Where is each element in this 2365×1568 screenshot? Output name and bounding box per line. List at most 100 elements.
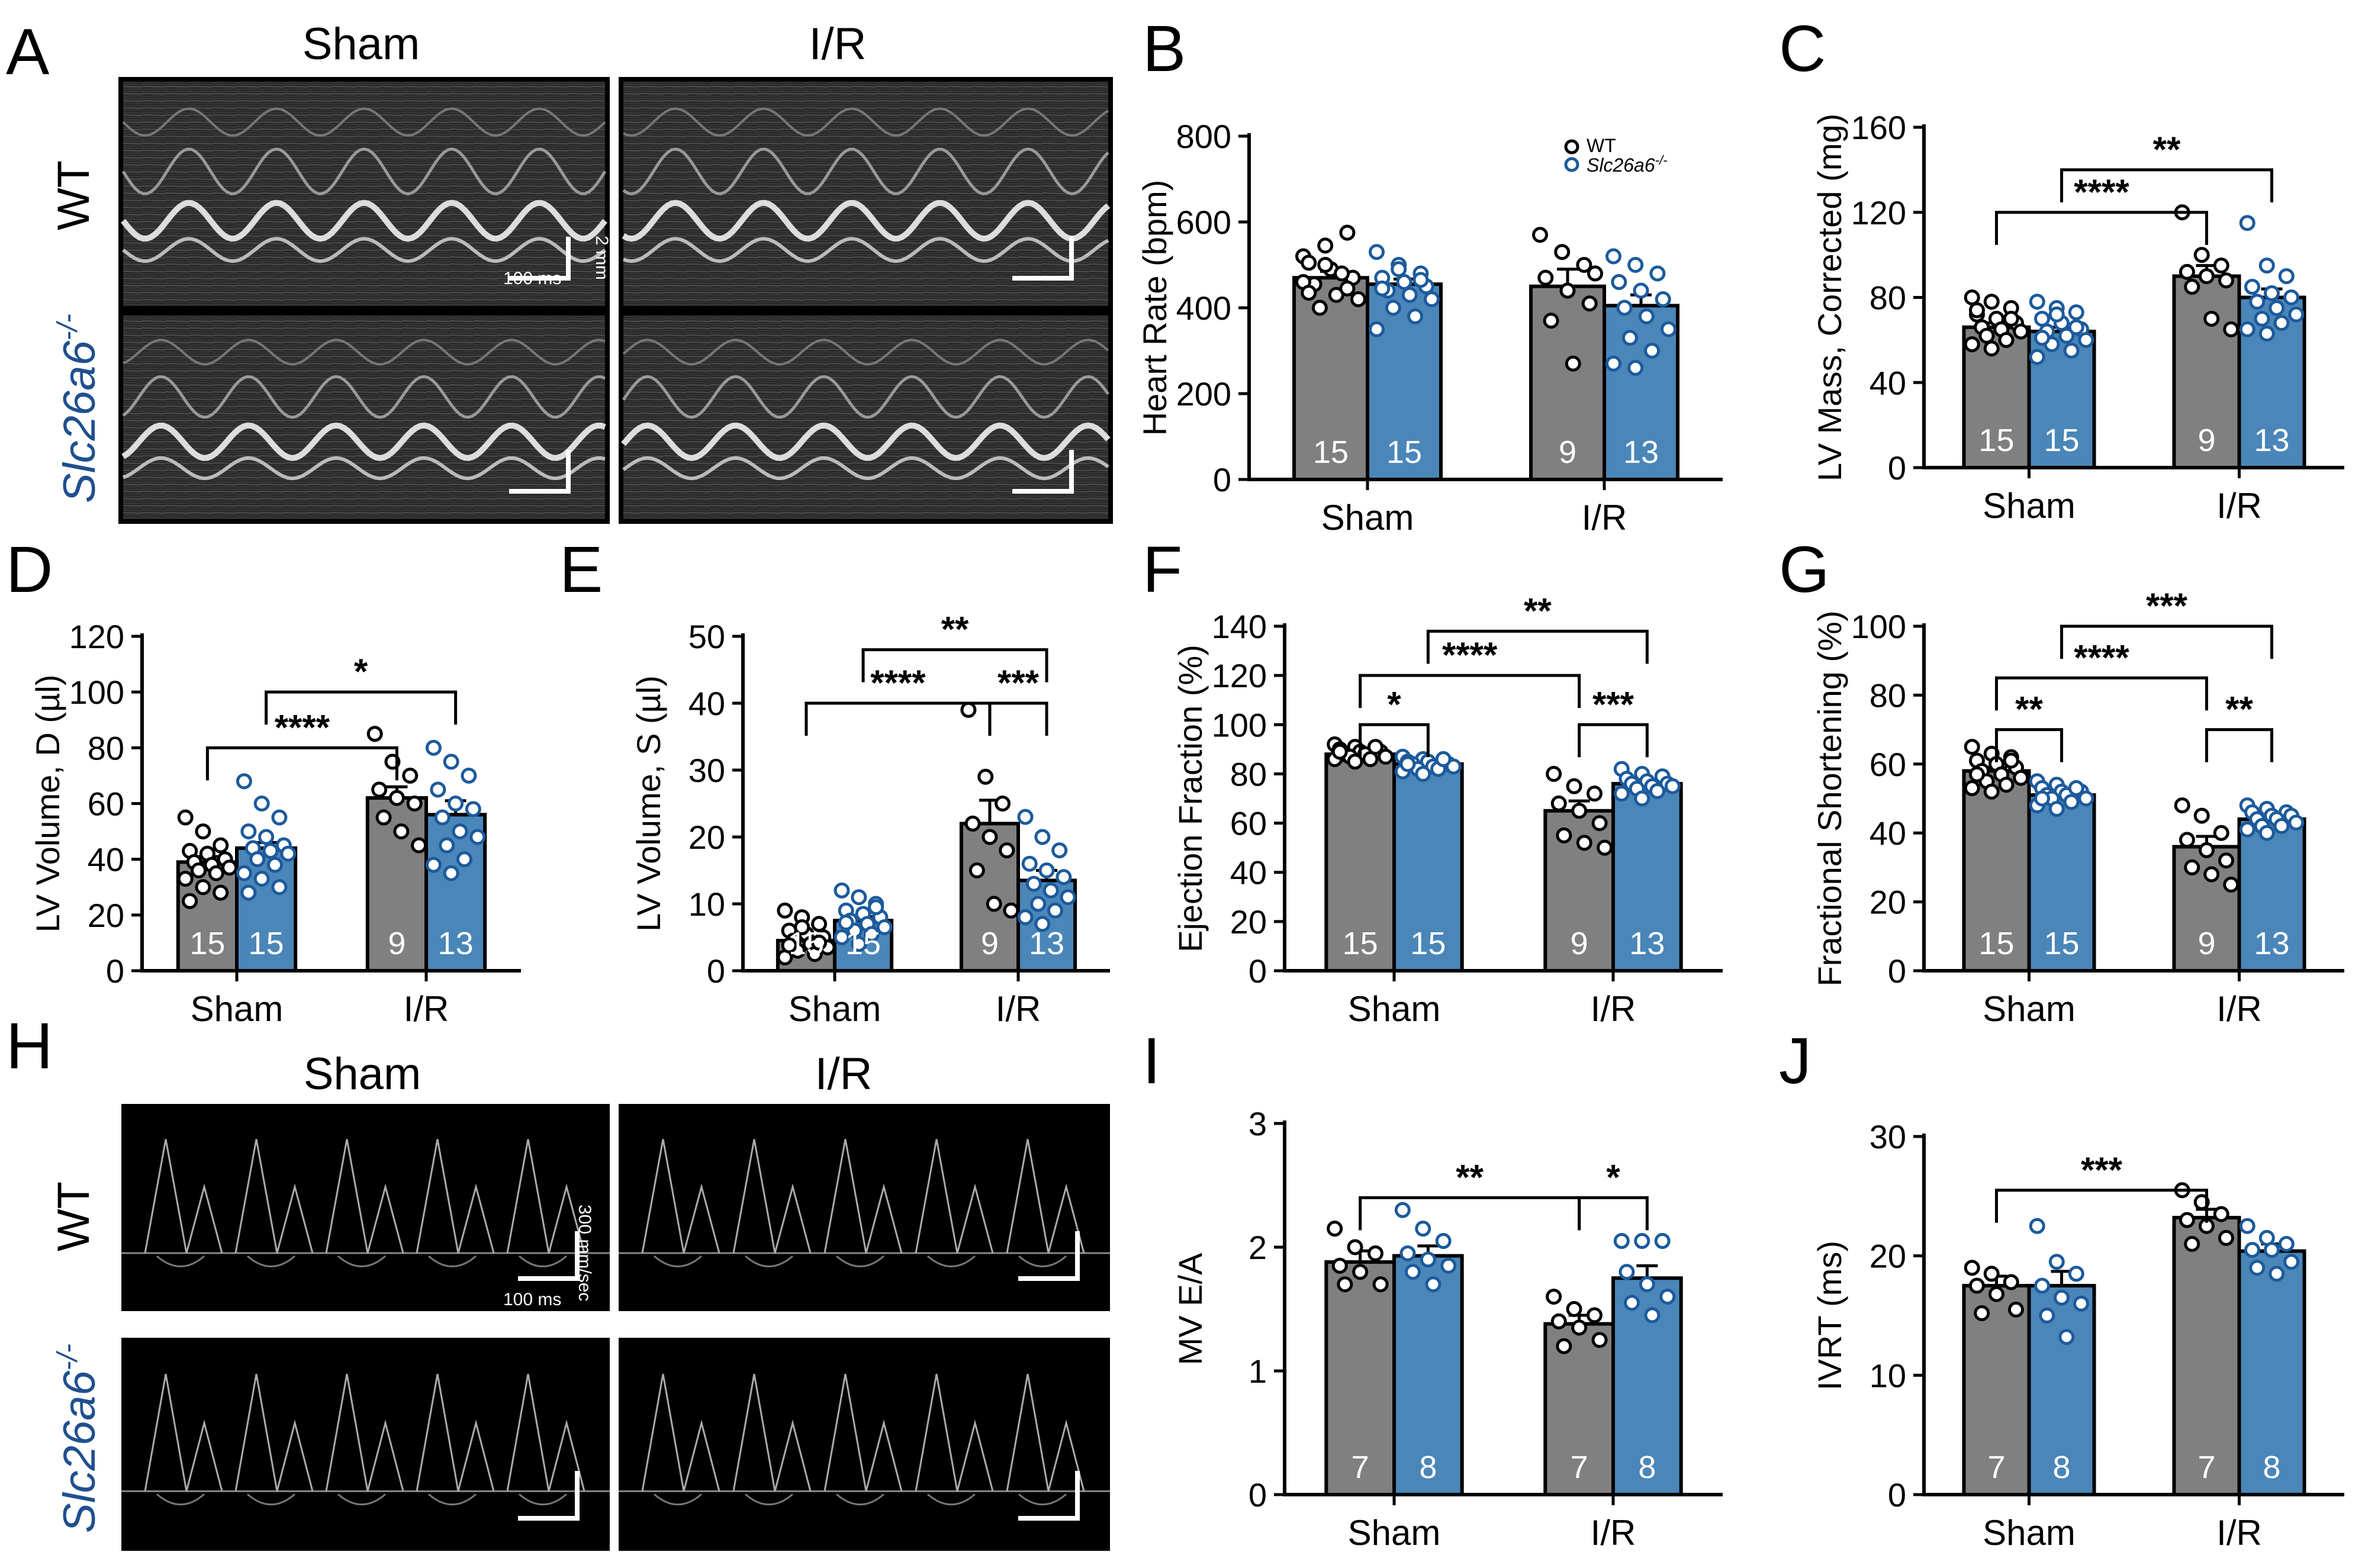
doppler-scale-vertical-label: 300 mm/sec	[575, 1205, 594, 1301]
significance-bracket	[1994, 728, 2064, 762]
data-point	[271, 879, 288, 896]
data-point	[1983, 783, 2000, 800]
data-point	[443, 754, 459, 770]
data-point	[2193, 247, 2210, 263]
significance-label: **	[2015, 690, 2043, 729]
data-point	[2013, 769, 2029, 786]
bar-ko-sham	[1392, 1254, 1464, 1496]
doppler-image-panel-h: H Sham I/R WT Slc26a6-/- 300 mm/sec 100 …	[6, 1010, 1110, 1551]
data-point	[834, 882, 850, 899]
x-tick-label: Sham	[1348, 989, 1441, 1029]
doppler-wave-neg	[337, 1255, 386, 1267]
y-tick-label: 200	[1176, 375, 1231, 413]
echo-trace	[623, 107, 1109, 137]
data-point	[1435, 1233, 1452, 1250]
y-tick-label: 140	[1212, 608, 1267, 645]
data-point	[1367, 1245, 1383, 1261]
data-point	[2239, 1218, 2255, 1234]
significance-label: ***	[998, 663, 1040, 703]
echo-image	[623, 82, 1108, 306]
echo-scale-vertical-label: 2 mm	[592, 236, 612, 280]
data-point	[213, 884, 229, 901]
sample-size-label: 15	[1386, 434, 1422, 470]
data-point	[1327, 1221, 1343, 1237]
y-tick-label: 0	[1888, 1476, 1906, 1514]
data-point	[1619, 1264, 1635, 1280]
data-point	[1337, 1276, 1353, 1293]
doppler-wave-neg	[428, 1493, 477, 1506]
y-tick-label: 20	[1870, 1238, 1906, 1275]
data-point	[1587, 265, 1603, 282]
data-point	[1566, 1301, 1582, 1317]
scale-bar	[1018, 1471, 1080, 1521]
data-point	[208, 865, 224, 881]
data-point	[1550, 795, 1567, 812]
data-point	[1347, 754, 1363, 770]
data-point	[2283, 1254, 2300, 1270]
doppler-images	[121, 1104, 1110, 1551]
data-point	[1571, 1319, 1588, 1336]
doppler-column-ir: I/R	[815, 1049, 872, 1099]
echo-image	[123, 82, 605, 306]
data-point	[2184, 859, 2200, 875]
data-point	[851, 889, 867, 906]
data-point	[1546, 1289, 1562, 1305]
doppler-column-sham: Sham	[304, 1049, 421, 1099]
x-tick-label: I/R	[996, 989, 1041, 1029]
data-point	[1537, 269, 1554, 286]
y-tick-label: 120	[69, 618, 124, 655]
data-point	[1003, 902, 1019, 919]
data-point	[1374, 280, 1391, 297]
scale-bar	[509, 450, 571, 494]
doppler-wave-neg	[836, 1493, 884, 1506]
data-point	[851, 936, 867, 952]
data-point	[1405, 1264, 1421, 1280]
chart-e: E 15 9 15 13 0 10 20 30 40 50 Sham I/R LV Volume, S (…	[559, 533, 1110, 1029]
echo-trace	[622, 147, 1109, 196]
data-point	[1331, 1257, 1348, 1274]
data-point	[863, 926, 880, 942]
echo-image	[123, 315, 605, 519]
sample-size-label: 15	[249, 926, 284, 961]
y-tick-label: 0	[1249, 952, 1267, 990]
data-point	[1034, 829, 1051, 845]
y-tick-label: 0	[1213, 461, 1231, 498]
data-point	[1372, 1276, 1389, 1293]
y-tick-label: 100	[69, 674, 124, 711]
echo-trace	[622, 339, 1109, 366]
significance-label: **	[2153, 130, 2181, 169]
y-tick-label: 600	[1176, 204, 1231, 241]
doppler-wave-neg	[519, 1255, 567, 1267]
y-tick-label: 60	[1230, 805, 1267, 842]
data-point	[1613, 1233, 1630, 1250]
y-tick-label: 60	[88, 785, 124, 823]
data-point	[2068, 304, 2084, 321]
panel-letter-d: D	[6, 533, 53, 606]
doppler-wave-neg	[247, 1255, 295, 1267]
significance-bracket	[1994, 1189, 2208, 1223]
data-point	[1998, 777, 2015, 793]
significance-bracket	[2060, 624, 2274, 659]
data-point	[2223, 321, 2239, 337]
y-axis-label: LV Mass, Corrected (mg)	[1811, 114, 1848, 481]
data-point	[1616, 300, 1633, 316]
data-point	[2258, 825, 2275, 841]
sample-size-label: 9	[1571, 926, 1588, 961]
data-point	[1964, 1260, 1980, 1276]
significance-label: ****	[1442, 635, 1498, 675]
significance-bracket	[205, 746, 398, 781]
data-point	[781, 937, 797, 954]
doppler-wave-neg	[654, 1255, 702, 1267]
data-point	[2203, 310, 2220, 327]
data-point	[1394, 1202, 1411, 1218]
doppler-wave-neg	[337, 1493, 386, 1506]
doppler-wave	[732, 1373, 812, 1492]
echo-trace	[623, 237, 1109, 263]
doppler-wave-neg	[927, 1493, 976, 1506]
data-point	[2048, 800, 2065, 817]
x-tick-label: I/R	[2216, 1513, 2262, 1553]
data-point	[1385, 300, 1401, 316]
data-point	[868, 899, 884, 916]
data-point	[1445, 758, 1462, 775]
